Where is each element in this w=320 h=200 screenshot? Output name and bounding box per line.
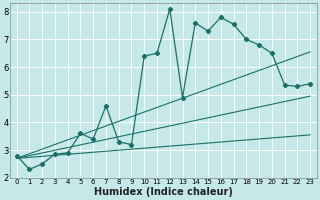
X-axis label: Humidex (Indice chaleur): Humidex (Indice chaleur) — [94, 187, 233, 197]
